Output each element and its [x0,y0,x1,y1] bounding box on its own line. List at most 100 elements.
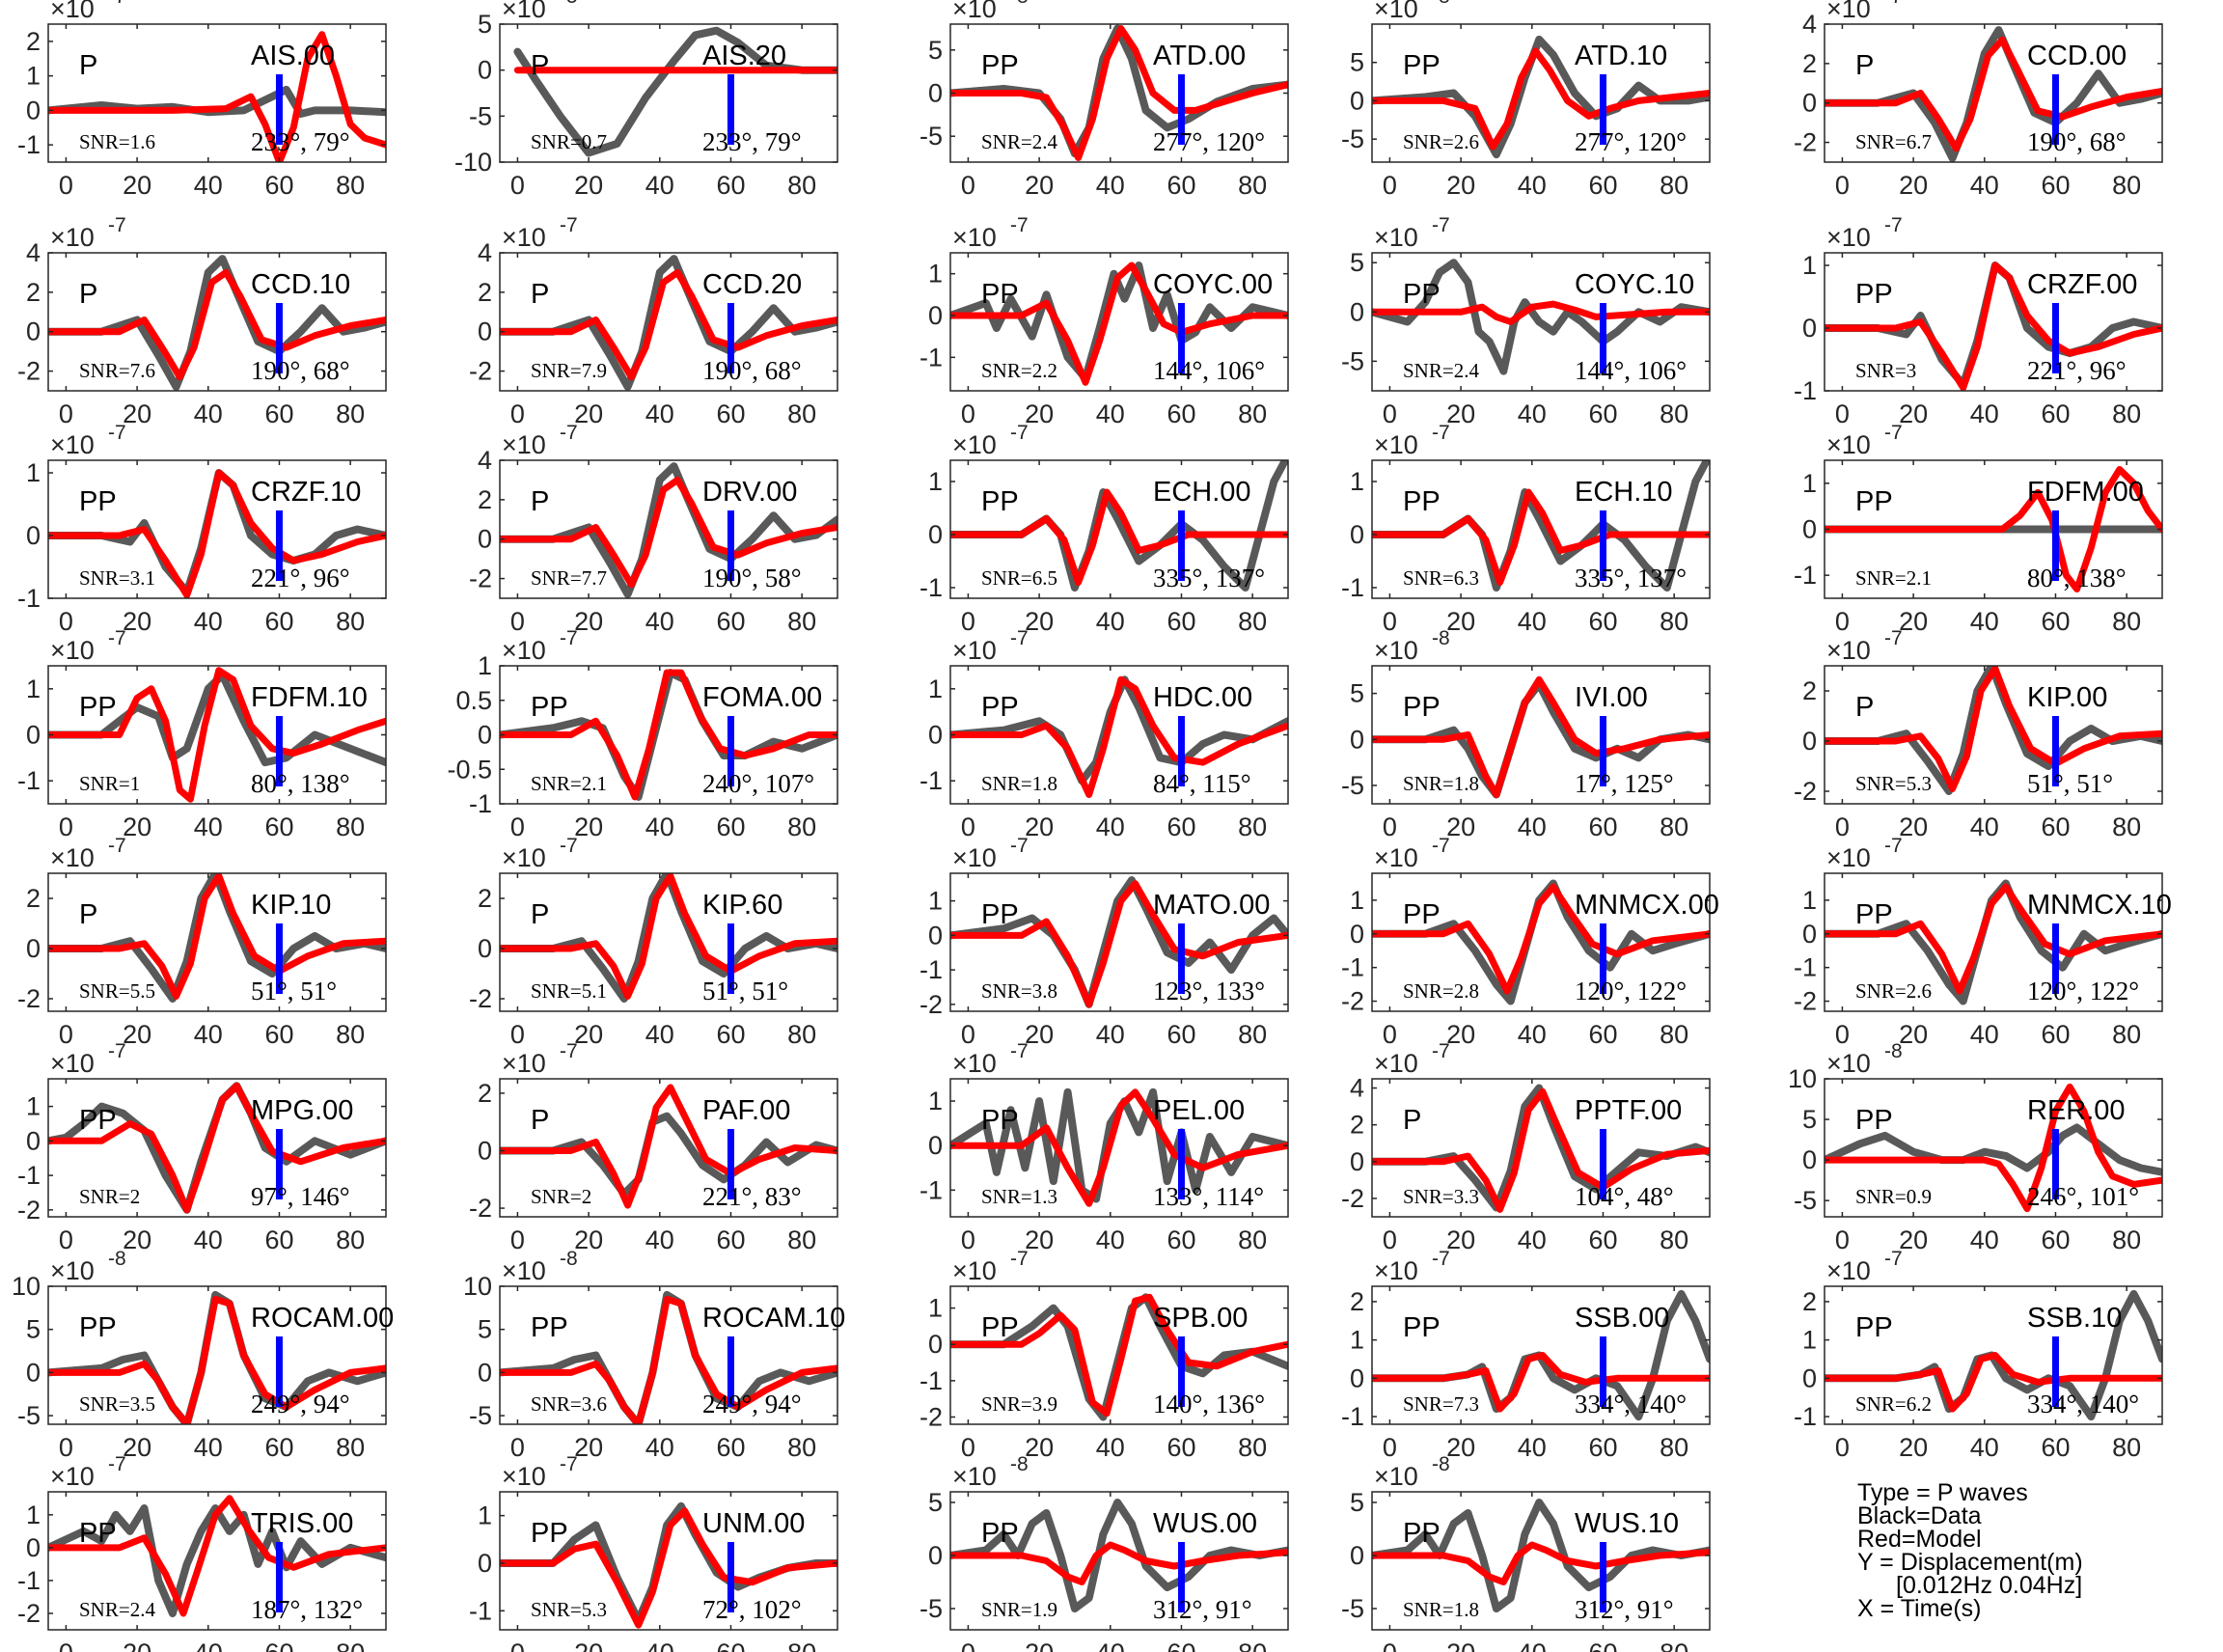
snr-label: SNR=6.5 [981,566,1057,590]
azimuth-distance-label: 187°, 132° [251,1595,363,1624]
snr-label: SNR=7.3 [1403,1392,1479,1416]
azimuth-distance-label: 123°, 133° [1153,977,1265,1005]
y-exponent-label: ×10 [502,0,546,23]
y-tick-label: 0 [26,1126,41,1155]
x-tick-label: 80 [787,171,816,200]
y-tick-label: 1 [26,675,41,703]
x-tick-label: 40 [1096,812,1125,841]
x-tick-label: 60 [2041,1020,2070,1049]
x-tick-label: 0 [1383,1020,1397,1049]
y-tick-label: 0 [1802,515,1817,544]
y-tick-label: 1 [26,458,41,487]
y-tick-label: 0 [478,1549,492,1578]
snr-label: SNR=7.9 [531,359,607,382]
series-model-line [950,25,1288,161]
legend-line-6: X = Time(s) [1857,1595,1982,1622]
series-model-line [48,1295,386,1424]
y-tick-label: -5 [17,1401,41,1430]
x-tick-label: 60 [2041,1225,2070,1254]
y-tick-label: 0 [478,525,492,554]
y-tick-label: -2 [17,1196,41,1225]
y-exponent-label: ×10 [502,1049,546,1078]
x-tick-label: 40 [1518,1638,1547,1652]
phase-label: PP [981,279,1019,310]
legend-line-3: Red=Model [1857,1526,1982,1553]
x-tick-label: 80 [1660,399,1688,428]
snr-label: SNR=3.8 [981,979,1057,1003]
azimuth-distance-label: 246°, 101° [2027,1182,2139,1211]
station-label: FDFM.10 [251,682,368,713]
axes-box [1371,23,1711,163]
phase-label: PP [1403,1518,1441,1549]
y-exponent-power: -7 [1884,422,1903,444]
y-exponent-power: -7 [108,422,126,444]
x-tick-label: 20 [123,1020,151,1049]
y-exponent-label: ×10 [50,223,95,252]
x-tick-label: 40 [1970,607,1999,636]
x-tick-label: 60 [716,171,745,200]
x-tick-label: 0 [1835,171,1850,200]
station-label: ROCAM.00 [251,1303,394,1334]
x-tick-label: 40 [1096,171,1125,200]
x-tick-label: 0 [961,171,975,200]
legend-line-4: Y = Displacement(m) [1857,1549,2083,1576]
snr-label: SNR=0.7 [531,130,607,153]
x-tick-label: 60 [2041,399,2070,428]
y-tick-label: 5 [478,10,492,39]
snr-label: SNR=1.8 [1403,1598,1479,1621]
x-tick-label: 40 [194,1638,223,1652]
azimuth-distance-label: 190°, 58° [702,564,802,592]
x-tick-label: 60 [1166,1225,1195,1254]
snr-label: SNR=2.1 [531,772,607,795]
snr-label: SNR=2 [79,1185,140,1208]
series-model-line [500,669,837,801]
x-tick-label: 0 [961,607,975,636]
station-label: ECH.00 [1153,477,1251,508]
axes-box [1371,1491,1711,1631]
phase-label: P [1855,50,1874,81]
phase-label: P [531,486,549,517]
y-tick-label: -1 [1341,1402,1364,1431]
axes-box [47,1285,387,1425]
y-tick-label: -1 [919,766,943,795]
y-exponent-power: -7 [560,1040,578,1062]
azimuth-distance-label: 72°, 102° [702,1595,802,1624]
phase-label: PP [1403,486,1441,517]
azimuth-distance-label: 277°, 120° [1153,127,1265,156]
y-exponent-power: -7 [1884,1248,1903,1270]
x-tick-label: 0 [1835,1020,1850,1049]
x-tick-label: 40 [1518,607,1547,636]
x-tick-label: 60 [716,1433,745,1462]
snr-label: SNR=3.6 [531,1392,607,1416]
x-tick-label: 20 [1025,812,1054,841]
y-tick-label: -5 [1341,124,1364,153]
legend-line-1: Type = P waves [1857,1479,2028,1506]
phase-label: PP [1403,692,1441,723]
y-tick-label: 0 [478,721,492,750]
phase-label: PP [1855,1312,1893,1343]
x-tick-label: 40 [1518,812,1547,841]
x-tick-label: 40 [1096,1225,1125,1254]
x-tick-label: 20 [574,1225,603,1254]
station-label: KIP.10 [251,890,331,921]
axes-box [499,1285,838,1425]
x-tick-label: 40 [1096,607,1125,636]
x-tick-label: 0 [1383,399,1397,428]
series-model-line [950,675,1288,798]
phase-label: PP [981,486,1019,517]
station-label: PEL.00 [1153,1095,1245,1126]
x-tick-label: 80 [1238,1020,1267,1049]
y-tick-label: 0 [26,721,41,750]
y-tick-label: 2 [478,278,492,307]
y-exponent-power: -7 [108,1453,126,1475]
x-tick-label: 60 [1166,812,1195,841]
axes-box [1824,23,2163,163]
x-tick-label: 60 [1166,607,1195,636]
y-tick-label: 2 [478,884,492,913]
station-label: ATD.10 [1575,41,1667,71]
snr-label: SNR=3.1 [79,566,155,590]
y-tick-label: 0 [1350,725,1364,754]
azimuth-distance-label: 97°, 146° [251,1182,350,1211]
